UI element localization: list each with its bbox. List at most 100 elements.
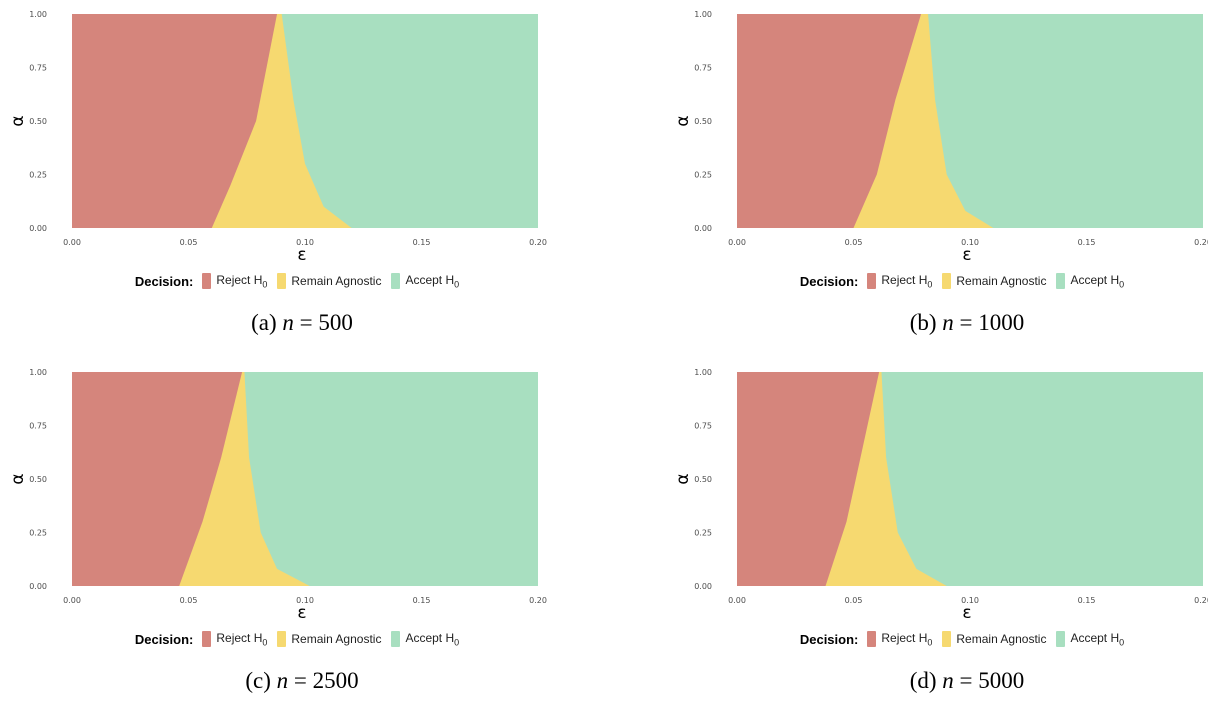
legend-label: Reject H0 xyxy=(881,272,933,290)
legend-label: Remain Agnostic xyxy=(956,274,1047,288)
y-tick-label: 1.00 xyxy=(29,368,47,377)
x-tick-label: 0.10 xyxy=(961,238,979,247)
legend-swatch xyxy=(277,631,287,647)
legend-title: Decision: xyxy=(799,273,859,289)
y-tick-label: 0.50 xyxy=(29,475,47,484)
legend-item: Remain Agnostic xyxy=(942,631,1046,647)
x-axis-title: ε xyxy=(297,245,306,265)
legend-title: Decision: xyxy=(134,631,194,647)
x-tick-label: 0.00 xyxy=(63,238,81,247)
x-tick-label: 0.10 xyxy=(296,596,314,605)
y-tick-label: 1.00 xyxy=(29,10,47,19)
legend-item: Reject H0 xyxy=(202,631,267,647)
chart-panel-b: 0.00 0.25 0.50 0.75 1.00 0.00 0.05 0.10 0.15 0.20… xyxy=(665,0,1208,349)
x-tick-label: 0.00 xyxy=(63,596,81,605)
x-tick-label: 0.15 xyxy=(413,238,431,247)
chart-svg: 0.00 0.25 0.50 0.75 1.00 0.00 0.05 0.10 0.15 0.20… xyxy=(8,368,547,623)
legend-item: Remain Agnostic xyxy=(942,273,1046,289)
y-tick-label: 0.25 xyxy=(29,529,47,538)
x-tick-label: 0.15 xyxy=(1078,596,1096,605)
x-tick-label: 0.05 xyxy=(845,596,863,605)
legend-item: Remain Agnostic xyxy=(277,273,381,289)
y-tick-label: 0.00 xyxy=(694,224,712,233)
y-tick-label: 0.00 xyxy=(694,582,712,591)
x-tick-label: 0.00 xyxy=(728,238,746,247)
legend-label: Accept H0 xyxy=(1070,272,1125,290)
chart-panel-a: 0.00 0.25 0.50 0.75 1.00 0.00 0.05 0.10 0.15 0.20… xyxy=(0,0,604,349)
legend-swatch xyxy=(942,273,952,289)
y-axis-title: α xyxy=(8,473,28,484)
legend-swatch xyxy=(1056,272,1066,289)
y-tick-label: 0.25 xyxy=(694,529,712,538)
panel-caption: (b) n = 1000 xyxy=(909,310,1025,335)
legend: Decision: Reject H0 Remain Agnostic Accept … xyxy=(665,626,1208,652)
legend-swatch xyxy=(867,272,877,289)
x-tick-label: 0.20 xyxy=(529,596,547,605)
legend-swatch xyxy=(202,272,212,289)
legend-label: Accept H0 xyxy=(1070,630,1125,648)
legend-label: Remain Agnostic xyxy=(291,632,382,646)
legend-swatch xyxy=(277,273,287,289)
y-tick-label: 0.75 xyxy=(29,422,47,431)
legend-item: Accept H0 xyxy=(391,273,459,289)
reject-region xyxy=(72,14,278,228)
legend-item: Reject H0 xyxy=(867,273,932,289)
x-axis-title: ε xyxy=(962,603,971,623)
x-tick-label: 0.05 xyxy=(180,238,198,247)
x-tick-label: 0.00 xyxy=(728,596,746,605)
legend-label: Accept H0 xyxy=(405,630,460,648)
x-tick-label: 0.05 xyxy=(180,596,198,605)
y-axis-title: α xyxy=(673,115,693,126)
y-axis-title: α xyxy=(8,115,28,126)
y-tick-label: 0.00 xyxy=(29,224,47,233)
x-axis-title: ε xyxy=(297,603,306,623)
y-tick-label: 0.75 xyxy=(694,64,712,73)
legend-item: Reject H0 xyxy=(202,273,267,289)
chart-svg: 0.00 0.25 0.50 0.75 1.00 0.00 0.05 0.10 0.15 0.20… xyxy=(673,368,1208,623)
chart-panel-d: 0.00 0.25 0.50 0.75 1.00 0.00 0.05 0.10 0.15 0.20… xyxy=(665,358,1208,707)
panel-caption: (a) n = 500 xyxy=(251,310,353,335)
y-tick-label: 0.75 xyxy=(29,64,47,73)
chart-panel-c: 0.00 0.25 0.50 0.75 1.00 0.00 0.05 0.10 0.15 0.20… xyxy=(0,358,604,707)
y-tick-label: 1.00 xyxy=(694,368,712,377)
legend-item: Accept H0 xyxy=(391,631,459,647)
x-tick-label: 0.20 xyxy=(1194,238,1208,247)
y-tick-label: 1.00 xyxy=(694,10,712,19)
legend-swatch xyxy=(1056,630,1066,647)
x-tick-label: 0.20 xyxy=(1194,596,1208,605)
legend-label: Remain Agnostic xyxy=(291,274,382,288)
legend-swatch xyxy=(942,631,952,647)
y-tick-label: 0.50 xyxy=(694,117,712,126)
reject-region xyxy=(737,372,880,586)
legend-label: Reject H0 xyxy=(216,272,268,290)
legend-item: Accept H0 xyxy=(1056,273,1124,289)
reject-region xyxy=(737,14,922,228)
legend-title: Decision: xyxy=(799,631,859,647)
panel-caption: (c) n = 2500 xyxy=(245,668,359,693)
x-tick-label: 0.10 xyxy=(296,238,314,247)
y-tick-label: 0.25 xyxy=(694,171,712,180)
x-axis-title: ε xyxy=(962,245,971,265)
legend-item: Accept H0 xyxy=(1056,631,1124,647)
legend-label: Remain Agnostic xyxy=(956,632,1047,646)
y-tick-label: 0.25 xyxy=(29,171,47,180)
y-tick-label: 0.75 xyxy=(694,422,712,431)
legend-item: Reject H0 xyxy=(867,631,932,647)
legend-title: Decision: xyxy=(134,273,194,289)
x-tick-label: 0.10 xyxy=(961,596,979,605)
legend-label: Reject H0 xyxy=(881,630,933,648)
legend-label: Accept H0 xyxy=(405,272,460,290)
legend-swatch xyxy=(867,630,877,647)
reject-region xyxy=(72,372,243,586)
panel-caption: (d) n = 5000 xyxy=(909,668,1025,693)
x-tick-label: 0.15 xyxy=(1078,238,1096,247)
legend: Decision: Reject H0 Remain Agnostic Accept … xyxy=(0,268,604,294)
x-tick-label: 0.20 xyxy=(529,238,547,247)
legend-swatch xyxy=(391,630,401,647)
y-tick-label: 0.50 xyxy=(694,475,712,484)
legend-swatch xyxy=(202,630,212,647)
legend-label: Reject H0 xyxy=(216,630,268,648)
legend-swatch xyxy=(391,272,401,289)
x-tick-label: 0.15 xyxy=(413,596,431,605)
legend: Decision: Reject H0 Remain Agnostic Accept … xyxy=(0,626,604,652)
